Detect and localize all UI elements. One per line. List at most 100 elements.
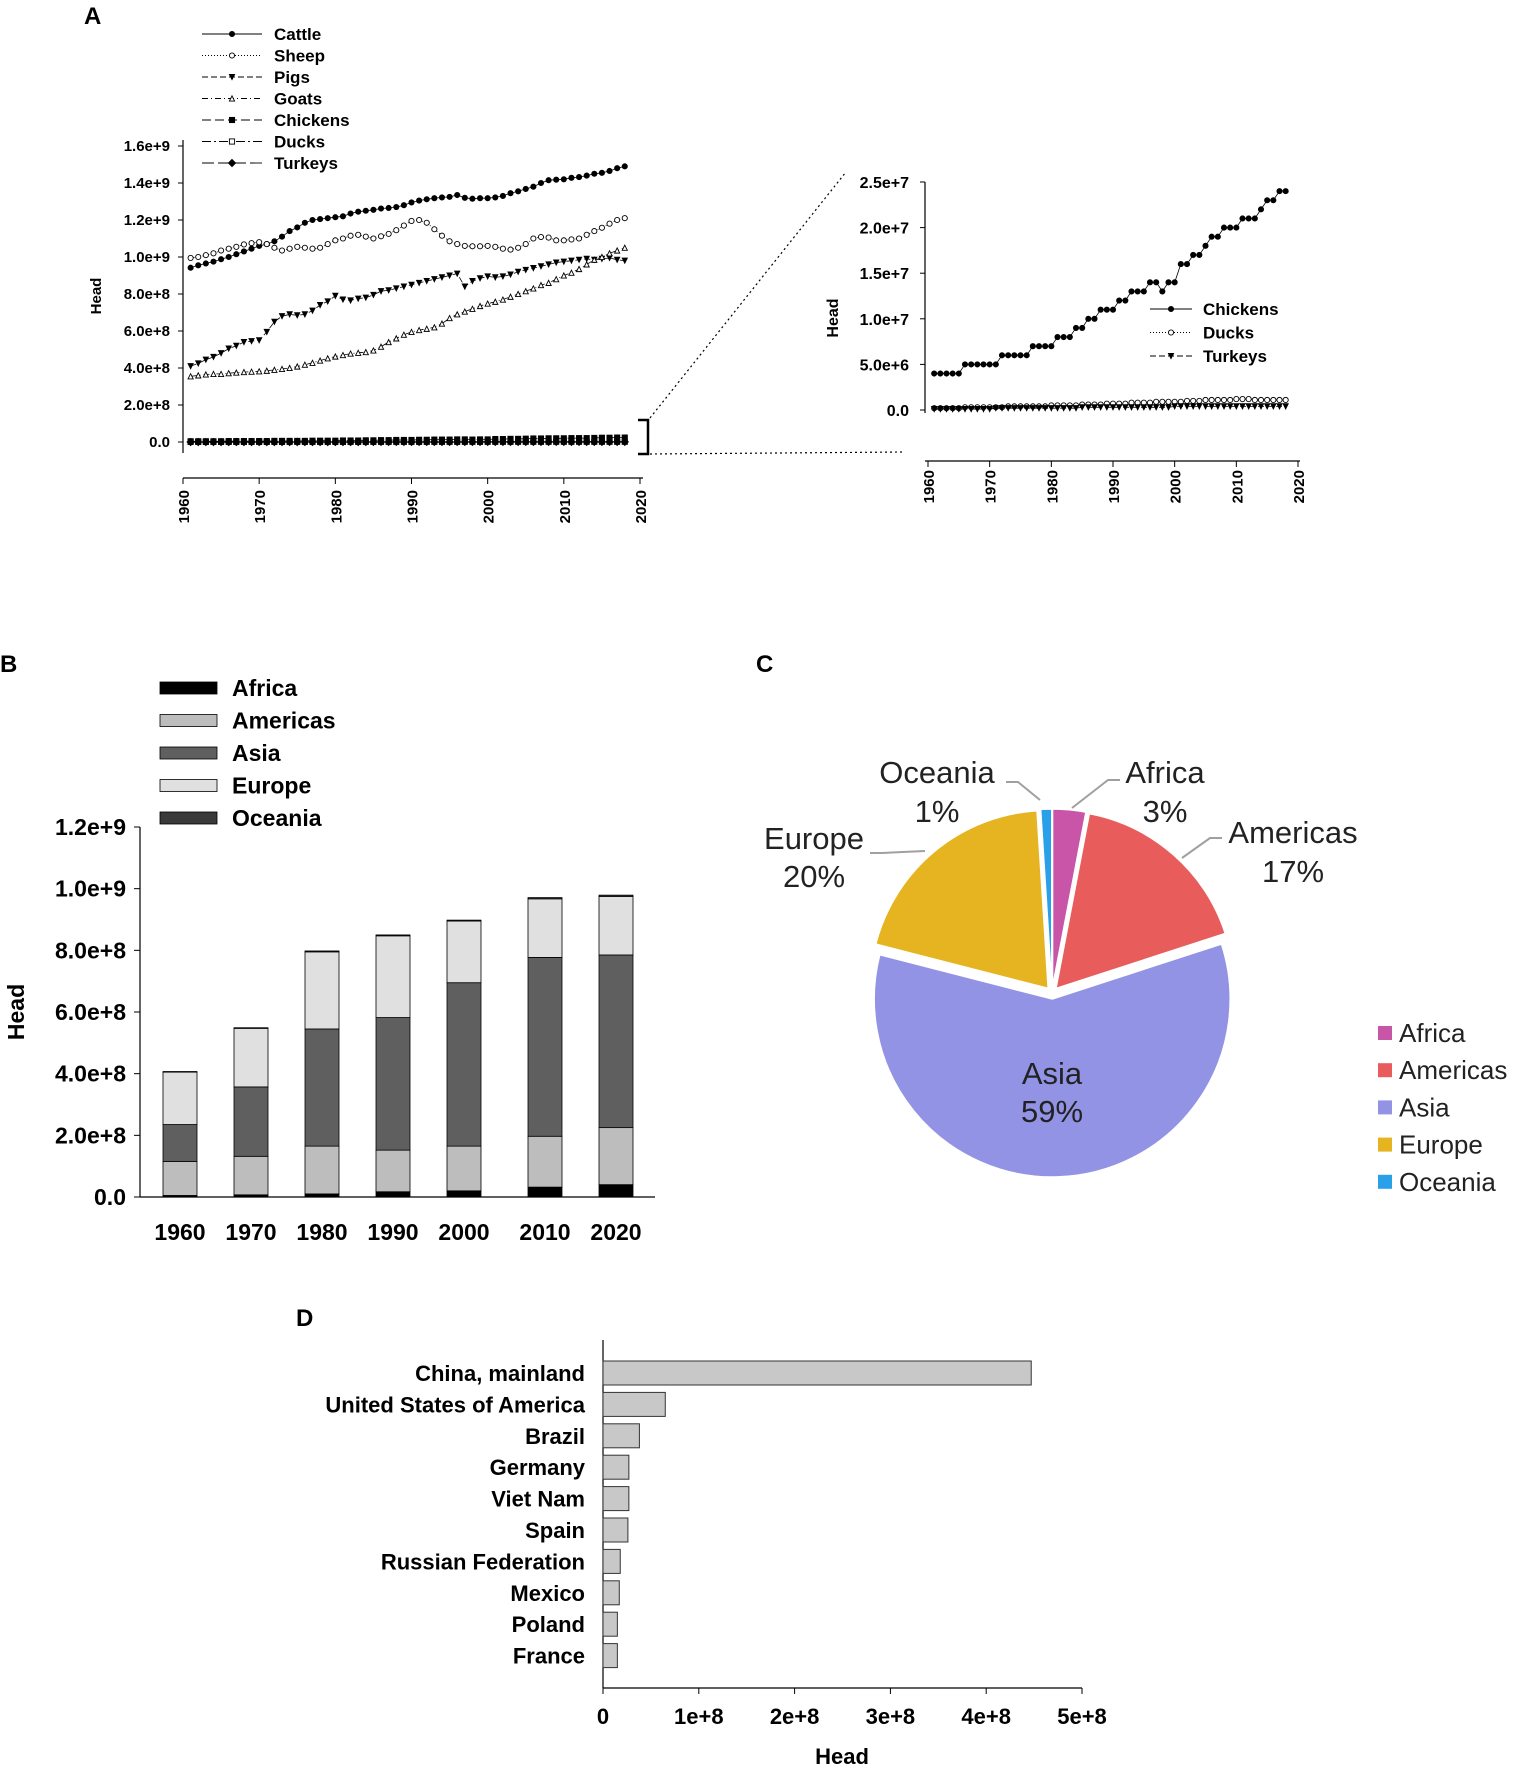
legend-label: Americas (1399, 1055, 1507, 1085)
bar-segment-africa (304, 1193, 340, 1198)
data-point-turkeys (323, 437, 332, 447)
data-point-pigs (301, 311, 309, 318)
bar-segment-europe (527, 898, 563, 958)
data-point-ducks (1245, 396, 1252, 403)
data-point-chickens (1103, 306, 1110, 313)
data-point-turkeys (1177, 403, 1185, 410)
data-point-turkeys (582, 437, 591, 447)
slice-label-asia: Asia (1022, 1056, 1083, 1091)
slice-pct-africa: 3% (1143, 794, 1188, 829)
bar-segment-americas (446, 1145, 482, 1192)
panel-a-inset-line-chart: 0.0 5.0e+6 1.0e+7 1.5e+7 2.0e+7 2.5e+7 1960 197… (825, 175, 1308, 503)
data-point-turkeys (1220, 403, 1228, 410)
data-point-goats (240, 368, 248, 376)
data-point-cattle (416, 197, 423, 204)
data-point-goats (507, 293, 514, 300)
data-point-turkeys (1226, 403, 1234, 410)
data-point-turkeys (270, 437, 279, 447)
data-point-turkeys (1208, 403, 1215, 410)
data-point-goats (187, 372, 194, 380)
data-point-turkeys (1134, 404, 1141, 411)
bar-segment-europe (304, 951, 340, 1030)
data-point-turkeys (529, 437, 538, 447)
data-point-pigs (514, 268, 522, 276)
data-point-cattle (393, 203, 400, 211)
data-point-turkeys (422, 437, 431, 447)
data-point-turkeys (399, 437, 409, 447)
data-point-cattle (476, 195, 484, 202)
data-point-turkeys (209, 437, 218, 447)
data-point-pigs (408, 281, 415, 289)
data-point-cattle (362, 207, 369, 214)
data-point-goats (255, 367, 263, 375)
data-point-turkeys (193, 437, 203, 447)
data-point-cattle (370, 206, 377, 213)
y-tick-label: 2.0e+8 (55, 1122, 126, 1148)
data-point-sheep (621, 215, 628, 222)
data-point-turkeys (361, 437, 371, 447)
data-point-pigs (537, 263, 545, 270)
data-point-chickens (1042, 343, 1049, 350)
data-point-cattle (202, 260, 209, 267)
data-point-turkeys (475, 437, 485, 447)
data-point-turkeys (1171, 403, 1178, 410)
data-point-ducks (1257, 396, 1265, 404)
data-point-sheep (454, 240, 461, 248)
data-point-pigs (621, 257, 629, 265)
data-point-turkeys (1140, 404, 1148, 411)
legend-marker (228, 138, 236, 145)
leader-line (870, 850, 926, 854)
data-point-pigs (415, 279, 423, 287)
data-point-sheep (530, 235, 537, 242)
x-tick-label: 0 (597, 1704, 609, 1729)
pie-slice-oceania (1039, 808, 1053, 988)
data-point-chickens (1005, 352, 1012, 359)
data-point-turkeys (1152, 404, 1160, 411)
data-point-turkeys (315, 437, 325, 447)
leader-line (1071, 779, 1120, 809)
data-point-turkeys (930, 406, 938, 413)
data-point-sheep (446, 238, 453, 245)
data-point-goats (408, 328, 415, 335)
data-point-ducks (1239, 396, 1246, 403)
data-point-chickens (1227, 224, 1234, 231)
data-point-chickens (1109, 306, 1117, 313)
bar-segment-americas (527, 1135, 563, 1188)
x-tick-label: 2020 (633, 490, 650, 523)
data-point-pigs (194, 360, 202, 367)
data-point-cattle (309, 216, 316, 224)
data-point-sheep (583, 231, 590, 238)
data-point-pigs (469, 278, 476, 285)
data-point-turkeys (277, 437, 287, 447)
data-point-goats (613, 246, 621, 254)
category-label: United States of America (325, 1392, 585, 1417)
data-point-goats (332, 352, 339, 360)
data-point-chickens (1264, 197, 1271, 204)
data-point-chickens (961, 361, 969, 368)
data-point-turkeys (597, 437, 607, 447)
data-point-chickens (1202, 242, 1209, 249)
data-point-turkeys (437, 437, 447, 447)
data-point-pigs (263, 328, 271, 336)
data-point-sheep (408, 217, 415, 224)
data-point-sheep (423, 219, 430, 226)
data-point-goats (362, 348, 370, 356)
data-point-pigs (354, 295, 362, 303)
data-point-ducks (1190, 397, 1197, 404)
data-point-chickens (980, 361, 987, 368)
data-point-turkeys (567, 437, 576, 447)
data-point-goats (530, 284, 537, 292)
data-point-turkeys (1239, 403, 1246, 410)
data-point-goats (621, 244, 629, 251)
y-tick-label: 6.0e+8 (124, 323, 170, 340)
panel-a-line-chart: 0.0 2.0e+8 4.0e+8 6.0e+8 8.0e+8 1.0e+9 1.2e+9 1… (88, 25, 906, 523)
pie-slice-americas (1054, 812, 1227, 990)
data-point-pigs (530, 265, 537, 272)
data-point-chickens (1257, 206, 1265, 213)
legend-label: Americas (232, 708, 336, 734)
panel-c-pie-chart: Africa3%Americas17%Asia59%Europe20%Ocean… (764, 755, 1507, 1197)
category-label: Russian Federation (381, 1549, 585, 1574)
data-point-sheep (187, 254, 194, 261)
data-point-goats (431, 323, 438, 331)
